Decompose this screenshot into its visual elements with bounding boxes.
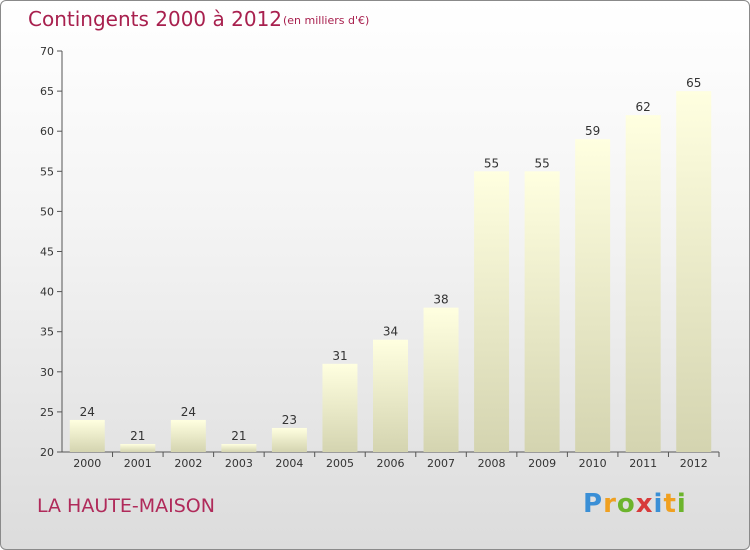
bar-2011 [625,115,661,452]
bar-2010 [575,139,611,452]
y-ticks: 20 25 30 35 40 45 50 55 60 65 70 [40,45,62,459]
bar-2005 [322,363,358,452]
bar-2008 [474,171,510,453]
x-tick-label: 2009 [528,457,556,470]
value-label: 24 [181,405,196,419]
y-tick-label: 65 [40,85,54,98]
x-tick-label: 2005 [326,457,354,470]
x-tick-label: 2004 [275,457,303,470]
value-label: 21 [130,429,145,443]
y-tick-label: 35 [40,326,54,339]
proxiti-logo[interactable]: Proxiti [583,489,687,519]
y-tick-label: 20 [40,446,54,459]
value-label: 38 [433,293,448,307]
y-tick-label: 55 [40,165,54,178]
value-label: 23 [282,413,297,427]
logo-letter: x [635,489,654,519]
x-ticks: 2000 2001 2002 2003 2004 2005 2006 2007 2008 2009… [73,452,720,470]
chart-title: Contingents 2000 à 2012 [28,7,283,31]
x-tick-label: 2000 [73,457,101,470]
value-label: 34 [383,325,398,339]
x-tick-label: 2008 [478,457,506,470]
x-tick-label: 2011 [629,457,657,470]
x-tick-label: 2010 [579,457,607,470]
x-tick-label: 2006 [377,457,405,470]
bar-2004 [271,427,307,452]
y-tick-label: 25 [40,406,54,419]
bar-2003 [221,443,257,452]
logo-letter: o [616,489,636,519]
value-label: 21 [231,429,246,443]
logo-letter: r [603,489,617,519]
value-label: 55 [484,156,499,170]
logo-letter: t [663,489,677,519]
value-label: 65 [686,76,701,90]
bar-2000 [69,419,105,452]
y-tick-label: 70 [40,45,54,58]
x-tick-label: 2001 [124,457,152,470]
bar-2001 [120,443,156,452]
value-label: 55 [534,156,549,170]
commune-name: LA HAUTE-MAISON [37,495,215,517]
y-tick-label: 45 [40,246,54,259]
logo-letter: P [583,489,604,519]
y-tick-label: 30 [40,366,54,379]
x-tick-label: 2002 [174,457,202,470]
y-tick-label: 50 [40,205,54,218]
value-label: 31 [332,349,347,363]
x-tick-label: 2012 [680,457,708,470]
value-labels: 24 21 24 21 23 31 34 38 55 55 59 62 65 [80,76,702,443]
value-label: 59 [585,124,600,138]
x-tick-label: 2003 [225,457,253,470]
bar-2009 [524,171,560,453]
y-tick-label: 60 [40,125,54,138]
value-label: 24 [80,405,95,419]
bar-2006 [373,339,408,452]
bars [69,91,712,453]
logo-letter: i [653,489,664,519]
bar-2012 [676,91,712,452]
value-label: 62 [636,100,651,114]
chart-unit: (en milliers d'€) [283,14,370,27]
x-tick-label: 2007 [427,457,455,470]
bar-2007 [423,307,459,452]
bar-2002 [170,419,206,452]
y-tick-label: 40 [40,286,54,299]
logo-letter: i [676,489,687,519]
